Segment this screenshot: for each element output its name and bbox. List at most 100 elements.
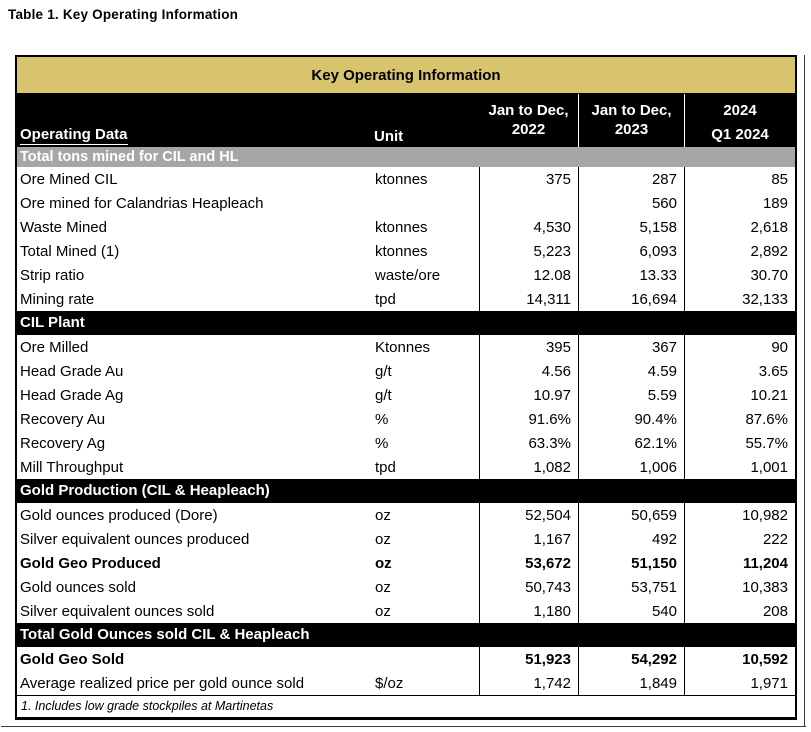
col-header-line: 2023	[614, 121, 649, 138]
row-value: 540	[578, 599, 684, 623]
table-row: Gold ounces produced (Dore) oz 52,504 50,65…	[17, 503, 795, 527]
section-band: Gold Production (CIL & Heapleach)	[17, 479, 795, 503]
row-value: 85	[684, 167, 795, 191]
row-value: 90	[684, 335, 795, 359]
row-value: 63.3%	[479, 431, 578, 455]
section-band: CIL Plant	[17, 311, 795, 335]
section-band: Total tons mined for CIL and HL	[17, 147, 795, 167]
row-unit: g/t	[375, 386, 392, 404]
row-value: 1,167	[479, 527, 578, 551]
row-value: 12.08	[479, 263, 578, 287]
row-unit: oz	[375, 578, 391, 596]
col-header-operating-data: Operating Data	[17, 94, 374, 147]
row-value: 367	[578, 335, 684, 359]
row-label: Gold ounces produced (Dore)	[20, 506, 218, 524]
row-value: 5.59	[578, 383, 684, 407]
row-value: 10,383	[684, 575, 795, 599]
table-row: Strip ratio waste/ore 12.08 13.33 30.70	[17, 263, 795, 287]
col-header-operating-data-text: Operating Data	[20, 126, 128, 145]
row-value: 1,082	[479, 455, 578, 479]
row-value: 50,659	[578, 503, 684, 527]
row-value: 10,982	[684, 503, 795, 527]
row-unit: Ktonnes	[375, 338, 431, 356]
table-row: Mining rate tpd 14,311 16,694 32,133	[17, 287, 795, 311]
row-unit: $/oz	[375, 674, 404, 692]
row-value: 1,971	[684, 671, 795, 695]
row-value: 91.6%	[479, 407, 578, 431]
row-label: Average realized price per gold ounce so…	[20, 674, 305, 692]
row-unit: %	[375, 410, 389, 428]
row-unit	[374, 647, 479, 671]
row-value: 30.70	[684, 263, 795, 287]
row-label: Mill Throughput	[20, 458, 124, 476]
row-unit: ktonnes	[375, 242, 428, 260]
row-value: 51,923	[479, 647, 578, 671]
row-value: 492	[578, 527, 684, 551]
row-value: 1,849	[578, 671, 684, 695]
row-value: 560	[578, 191, 684, 215]
row-value: 55.7%	[684, 431, 795, 455]
row-value: 54,292	[578, 647, 684, 671]
table-row: Gold ounces sold oz 50,743 53,751 10,383	[17, 575, 795, 599]
row-unit: oz	[375, 530, 391, 548]
row-value: 11,204	[684, 551, 795, 575]
row-value: 1,006	[578, 455, 684, 479]
row-label: Silver equivalent ounces sold	[20, 602, 215, 620]
row-label: Recovery Au	[20, 410, 106, 428]
row-unit	[374, 191, 479, 215]
page-edge-line-bottom	[1, 726, 806, 727]
table-row: Waste Mined ktonnes 4,530 5,158 2,618	[17, 215, 795, 239]
col-header-line: 2022	[511, 121, 546, 138]
row-label: Waste Mined	[20, 218, 107, 236]
row-value: 1,742	[479, 671, 578, 695]
key-operating-information-table: Key Operating Information Operating Data…	[15, 55, 797, 720]
col-header-jan-to-dec-2023: Jan to Dec, 2023	[578, 94, 684, 147]
row-unit: tpd	[375, 458, 396, 476]
row-value: 287	[578, 167, 684, 191]
table-row: Head Grade Ag g/t 10.97 5.59 10.21	[17, 383, 795, 407]
row-value: 10.97	[479, 383, 578, 407]
row-label: Head Grade Au	[20, 362, 124, 380]
row-label: Strip ratio	[20, 266, 85, 284]
row-value: 5,223	[479, 239, 578, 263]
row-value: 189	[684, 191, 795, 215]
col-header-q1-2024: 2024 Q1 2024	[684, 94, 795, 147]
row-value: 4,530	[479, 215, 578, 239]
col-header-unit-text: Unit	[374, 128, 404, 145]
col-header-line: 2024	[723, 102, 757, 119]
row-label: Head Grade Ag	[20, 386, 124, 404]
table-row: Recovery Ag% 63.3% 62.1% 55.7%	[17, 431, 795, 455]
row-value: 395	[479, 335, 578, 359]
row-unit: waste/ore	[375, 266, 441, 284]
row-value: 50,743	[479, 575, 578, 599]
row-label: Ore Milled	[20, 338, 89, 356]
col-header-line: Jan to Dec,	[488, 102, 569, 119]
row-value: 32,133	[684, 287, 795, 311]
row-value: 375	[479, 167, 578, 191]
row-label: Mining rate	[20, 290, 95, 308]
row-value: 14,311	[479, 287, 578, 311]
row-label: Gold Geo Produced	[20, 554, 161, 572]
footnote: 1. Includes low grade stockpiles at Mart…	[17, 695, 795, 717]
section-band: Total Gold Ounces sold CIL & Heapleach	[17, 623, 795, 647]
row-value: 2,892	[684, 239, 795, 263]
row-value: 10,592	[684, 647, 795, 671]
row-unit: ktonnes	[375, 218, 428, 236]
row-value: 2,618	[684, 215, 795, 239]
row-value: 5,158	[578, 215, 684, 239]
table-body: Total tons mined for CIL and HL Ore Mined…	[17, 147, 795, 695]
table-row: Gold Geo Produced oz 53,672 51,150 11,204	[17, 551, 795, 575]
row-unit: %	[375, 434, 389, 452]
page-title: Table 1. Key Operating Information	[8, 7, 239, 22]
col-header-unit: Unit	[374, 94, 479, 147]
row-value: 53,672	[479, 551, 578, 575]
table-row: Average realized price per gold ounce so…	[17, 671, 795, 695]
page-edge-line-right	[804, 55, 805, 727]
row-value: 4.56	[479, 359, 578, 383]
row-unit: oz	[375, 602, 391, 620]
table-row: Recovery Au% 91.6% 90.4% 87.6%	[17, 407, 795, 431]
table-banner: Key Operating Information	[17, 57, 795, 94]
table-row: Head Grade Au g/t 4.56 4.59 3.65	[17, 359, 795, 383]
row-value: 222	[684, 527, 795, 551]
table-row: Silver equivalent ounces produced oz 1,167…	[17, 527, 795, 551]
